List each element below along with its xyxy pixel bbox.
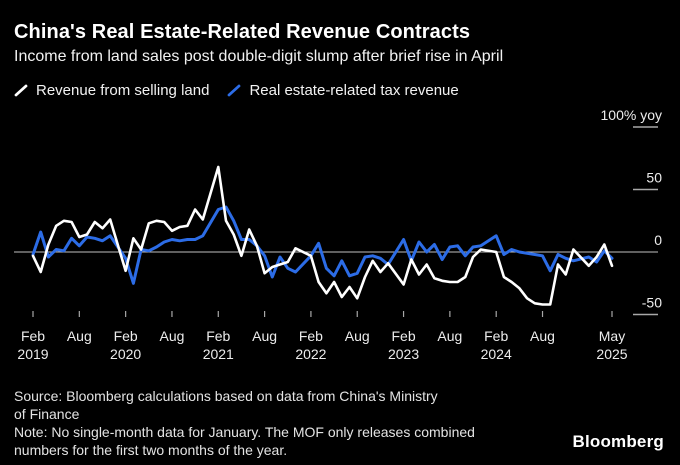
chart-title: China's Real Estate-Related Revenue Cont… [14, 21, 471, 43]
legend-label-tax-revenue: Real estate-related tax revenue [249, 82, 459, 99]
note-text-line2: numbers for the first two months of the … [14, 442, 288, 458]
svg-text:Feb: Feb [391, 328, 415, 344]
svg-text:2021: 2021 [203, 346, 234, 362]
note-text-line1: Note: No single-month data for January. … [14, 424, 475, 440]
svg-text:Aug: Aug [530, 328, 555, 344]
svg-text:0: 0 [654, 232, 662, 248]
svg-text:2025: 2025 [596, 346, 627, 362]
blue-line-swatch-icon [228, 84, 241, 97]
legend-item-land-revenue: Revenue from selling land [14, 82, 209, 99]
svg-text:Feb: Feb [206, 328, 230, 344]
svg-text:2022: 2022 [295, 346, 326, 362]
source-text-line2: of Finance [14, 406, 80, 422]
footnotes: Source: Bloomberg calculations based on … [14, 387, 475, 459]
bloomberg-logo: Bloomberg [572, 432, 664, 451]
svg-text:2023: 2023 [388, 346, 419, 362]
svg-text:May: May [599, 328, 625, 344]
legend-item-tax-revenue: Real estate-related tax revenue [227, 82, 459, 99]
source-text-line1: Source: Bloomberg calculations based on … [14, 388, 438, 404]
svg-text:-50: -50 [642, 295, 662, 311]
svg-text:Feb: Feb [299, 328, 323, 344]
svg-text:2020: 2020 [110, 346, 141, 362]
svg-text:Feb: Feb [21, 328, 45, 344]
svg-text:2024: 2024 [481, 346, 512, 362]
legend-label-land-revenue: Revenue from selling land [36, 82, 210, 99]
svg-text:Aug: Aug [437, 328, 462, 344]
svg-text:50: 50 [646, 170, 662, 186]
svg-text:Aug: Aug [67, 328, 92, 344]
svg-text:Aug: Aug [345, 328, 370, 344]
chart-subtitle: Income from land sales post double-digit… [14, 48, 504, 65]
chart-legend: Revenue from selling land Real estate-re… [14, 82, 459, 99]
svg-text:100% yoy: 100% yoy [601, 107, 662, 123]
white-line-swatch-icon [14, 84, 28, 97]
svg-text:2019: 2019 [17, 346, 48, 362]
svg-text:Feb: Feb [114, 328, 138, 344]
svg-text:Aug: Aug [159, 328, 184, 344]
svg-text:Aug: Aug [252, 328, 277, 344]
svg-text:Feb: Feb [484, 328, 508, 344]
